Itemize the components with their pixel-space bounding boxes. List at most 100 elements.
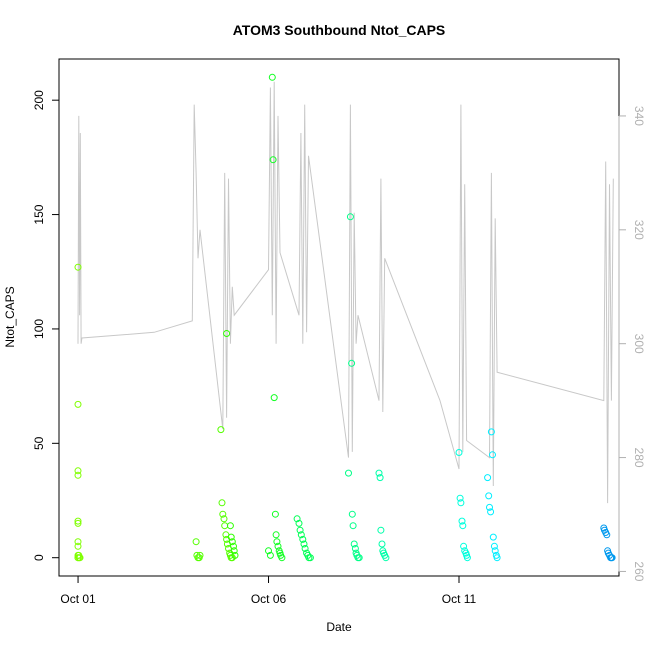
data-point [297, 531, 305, 539]
data-point [355, 554, 363, 562]
x-axis-label: Date [326, 620, 352, 634]
y2-tick-label: 300 [632, 334, 646, 354]
data-point [299, 535, 307, 543]
data-point [306, 554, 314, 562]
y-tick-label: 150 [32, 204, 46, 224]
data-point [74, 538, 82, 546]
data-point [270, 394, 278, 402]
data-point [486, 503, 493, 511]
data-point [218, 499, 226, 507]
y-tick-label: 0 [32, 554, 46, 561]
line-series-layer [77, 81, 614, 504]
data-point [220, 515, 228, 523]
data-point [74, 519, 82, 527]
data-point [74, 517, 82, 525]
data-point [278, 554, 286, 562]
x-tick-label: Oct 06 [251, 592, 287, 606]
data-point [196, 551, 204, 559]
data-point [458, 517, 466, 525]
data-point [221, 522, 229, 530]
point-series [293, 515, 314, 562]
data-point [231, 551, 239, 559]
data-point [268, 73, 276, 81]
y2-tick-label: 260 [632, 561, 646, 581]
x-axis: Oct 01 Oct 06 Oct 11 [60, 575, 477, 606]
data-point [274, 542, 282, 550]
data-point [348, 510, 356, 518]
y-axis-label: Ntot_CAPS [3, 286, 17, 347]
data-point [490, 542, 498, 550]
data-point [226, 522, 234, 530]
point-series [484, 428, 501, 562]
data-point [228, 538, 236, 546]
data-point [349, 522, 357, 530]
data-point [265, 547, 272, 555]
data-point [219, 510, 227, 518]
data-point [273, 538, 281, 546]
data-point [223, 330, 231, 337]
data-point [230, 542, 237, 550]
data-point [377, 526, 385, 534]
data-point [74, 471, 82, 479]
y2-tick-label: 320 [632, 220, 646, 240]
point-series [375, 469, 390, 562]
data-point [489, 451, 496, 459]
data-point [485, 492, 493, 500]
data-point [455, 449, 463, 456]
data-point [293, 515, 301, 523]
chart-title: ATOM3 Southbound Ntot_CAPS [233, 22, 446, 38]
line-series [77, 81, 614, 504]
data-point [74, 263, 82, 271]
data-point [345, 469, 352, 477]
point-series [600, 524, 616, 562]
data-point [351, 545, 359, 552]
data-point [493, 554, 501, 562]
y2-tick-label: 340 [632, 106, 646, 126]
point-series [455, 449, 471, 562]
data-point [76, 554, 84, 562]
data-point [375, 469, 383, 477]
data-point [74, 467, 82, 475]
data-point [217, 426, 225, 434]
points-layer [74, 73, 616, 562]
data-point [295, 519, 303, 527]
data-point [266, 551, 274, 559]
data-point [489, 533, 497, 541]
data-point [296, 526, 304, 534]
x-tick-label: Oct 11 [442, 592, 477, 606]
data-point [269, 156, 277, 164]
data-point [271, 510, 279, 518]
data-point [484, 474, 492, 482]
data-point [272, 531, 280, 539]
plot-frame [58, 58, 620, 577]
point-series [192, 426, 236, 562]
x-tick-label: Oct 01 [60, 592, 96, 606]
data-point [346, 213, 354, 221]
point-series [345, 213, 363, 562]
data-point [382, 554, 390, 562]
data-point [487, 508, 495, 516]
point-series [74, 263, 84, 562]
data-point [376, 474, 384, 482]
data-point [227, 533, 235, 541]
data-point [608, 554, 616, 562]
data-point [457, 499, 465, 507]
data-point [459, 522, 467, 530]
data-point [487, 428, 495, 436]
y2-tick-label: 280 [632, 448, 646, 468]
y-tick-label: 100 [32, 319, 46, 339]
data-point [230, 547, 238, 555]
point-series [265, 73, 286, 562]
y-tick-label: 200 [32, 90, 46, 110]
y-axis-left: 0 50 100 150 200 [32, 90, 60, 561]
y-axis-right: 260 280 300 320 340 [618, 106, 646, 582]
data-point [301, 545, 309, 552]
y-tick-label: 50 [32, 436, 46, 450]
point-series [223, 330, 239, 559]
data-point [603, 531, 611, 539]
data-point [378, 540, 386, 548]
data-point [74, 400, 82, 408]
data-point [463, 554, 471, 562]
